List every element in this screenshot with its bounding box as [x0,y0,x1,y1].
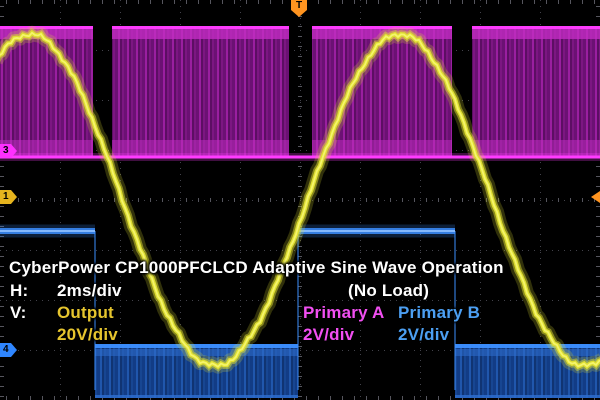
trigger-level-marker[interactable] [591,191,600,203]
trigger-position-marker[interactable]: T [291,0,307,17]
channel-4-label: 4 [3,344,9,355]
channel-1-ground-marker[interactable]: 1 [0,190,17,204]
channel-1-label: 1 [3,191,9,202]
trigger-label: T [295,0,303,11]
channel-3-label: 3 [3,145,9,156]
channel-3-ground-marker[interactable]: 3 [0,144,17,158]
channel-4-ground-marker[interactable]: 4 [0,343,17,357]
